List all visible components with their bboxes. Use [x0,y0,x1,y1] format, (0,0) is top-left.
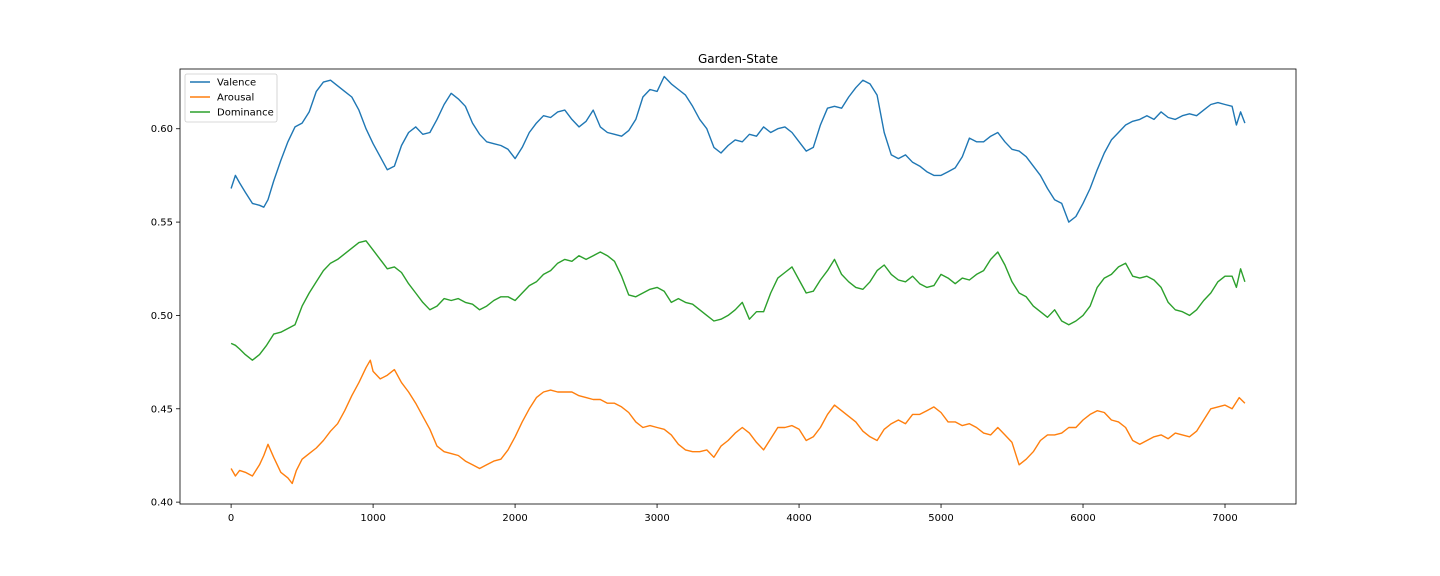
x-tick-label: 5000 [928,513,953,524]
y-tick-label: 0.50 [151,311,173,322]
x-tick-label: 2000 [502,513,527,524]
legend-label-dominance: Dominance [217,108,274,119]
legend-box [184,73,278,123]
series-line-valence [230,75,1246,223]
series-line-dominance [230,240,1246,361]
y-tick-label: 0.45 [151,404,173,415]
x-tick-label: 7000 [1212,513,1237,524]
x-tick-label: 0 [228,513,234,524]
legend: Valence Arousal Dominance [184,73,278,123]
x-tick-label: 3000 [644,513,669,524]
x-axis: 0 1000 2000 3000 4000 5000 6000 7000 [228,504,1238,524]
chart-title: Garden-State [698,52,778,66]
series-line-arousal [230,359,1246,485]
y-tick-label: 0.60 [151,124,173,135]
series-layer [230,75,1246,485]
legend-label-arousal: Arousal [217,93,254,104]
y-tick-label: 0.55 [151,218,173,229]
x-tick-label: 6000 [1070,513,1095,524]
plot-frame [179,68,1297,505]
legend-label-valence: Valence [217,78,256,89]
x-tick-label: 4000 [786,513,811,524]
y-axis: 0.40 0.45 0.50 0.55 0.60 [151,124,180,509]
y-tick-label: 0.40 [151,498,173,509]
plot-area [179,68,1297,505]
x-tick-label: 1000 [360,513,385,524]
